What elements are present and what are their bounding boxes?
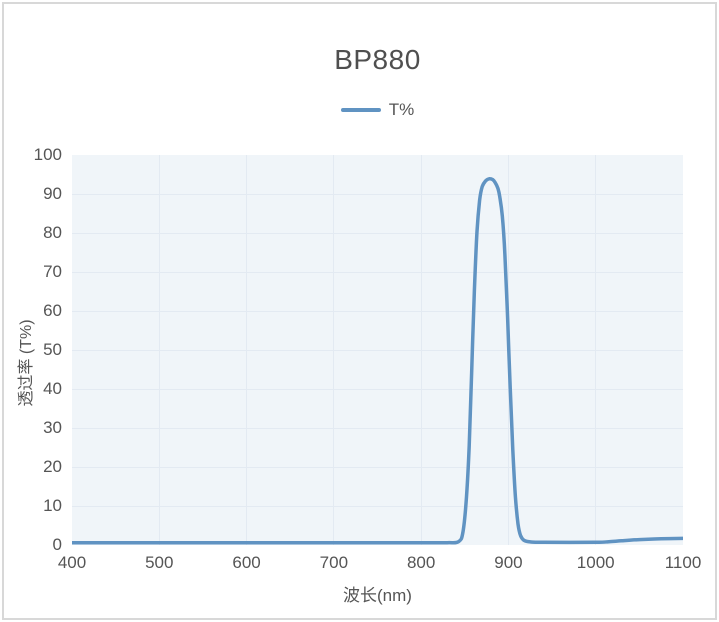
gridline-horizontal (72, 232, 683, 234)
x-tick-label: 800 (406, 553, 436, 572)
gridline-vertical (158, 155, 160, 545)
legend[interactable]: T% (72, 99, 683, 121)
chart-title: BP880 (334, 44, 421, 75)
x-tick-label: 400 (57, 553, 87, 572)
x-tick-label: 900 (494, 553, 523, 572)
gridline-horizontal (72, 271, 683, 273)
y-tick-label: 70 (43, 262, 62, 281)
x-tick-label: 600 (232, 553, 261, 572)
y-tick-label: 100 (33, 145, 62, 164)
x-axis-ticks: 400 500 600 700 800 900 1000 1100 (58, 553, 701, 575)
gridline-vertical (246, 155, 248, 545)
gridline-vertical (333, 155, 335, 545)
y-tick-label: 60 (43, 301, 62, 320)
y-tick-label: 80 (43, 223, 62, 242)
y-tick-label: 30 (43, 418, 62, 437)
y-tick-label: 0 (52, 535, 62, 554)
x-tick-label: 1000 (576, 553, 615, 572)
x-tick-label: 700 (319, 553, 349, 572)
y-tick-label: 90 (43, 184, 62, 203)
gridline-vertical (420, 155, 422, 545)
y-tick-label: 40 (43, 379, 62, 398)
series-line-path (72, 177, 683, 545)
gridline-horizontal (72, 466, 683, 468)
series-line (72, 177, 683, 545)
legend-label: T% (388, 100, 415, 119)
y-tick-label: 50 (43, 340, 62, 359)
y-axis-ticks: 0 10 20 30 40 50 60 70 80 90 100 (0, 145, 62, 554)
gridline-vertical (595, 155, 597, 545)
plot-area[interactable] (72, 155, 683, 545)
gridline-horizontal (72, 388, 683, 390)
y-tick-label: 10 (43, 496, 62, 515)
gridline-horizontal (72, 505, 683, 507)
x-axis-title: 波长(nm) (343, 586, 412, 605)
gridline-horizontal (72, 193, 683, 195)
legend-line-icon (340, 108, 381, 112)
x-tick-label: 500 (145, 553, 174, 572)
gridline-horizontal (72, 310, 683, 312)
gridline-horizontal (72, 349, 683, 351)
y-tick-label: 20 (43, 457, 62, 476)
gridline-horizontal (72, 427, 683, 429)
x-tick-label: 1100 (664, 553, 702, 572)
